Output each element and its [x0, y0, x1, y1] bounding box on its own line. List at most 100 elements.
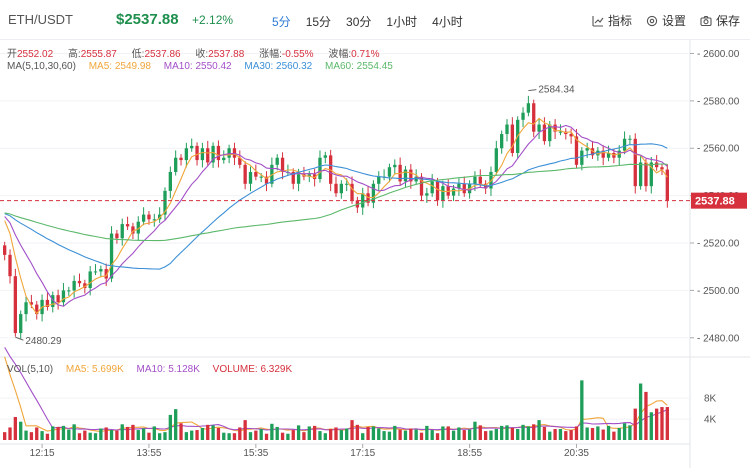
candle-body [51, 295, 55, 307]
current-price: $2537.88 [116, 11, 179, 28]
volume-bar [291, 430, 295, 440]
volume-bar [206, 424, 210, 440]
candle-body [179, 157, 183, 161]
volume-bar [109, 430, 114, 440]
candle-body [88, 271, 92, 289]
vol-ma10-value: MA10: 5.128K [136, 364, 200, 375]
symbol-label[interactable]: ETH/USDT [8, 12, 73, 27]
volume-bar [56, 426, 60, 440]
volume-bar [355, 424, 360, 440]
volume-bar [345, 428, 349, 440]
price-axis: - 2600.00- 2580.00- 2560.00- 2540.00- 25… [690, 49, 740, 426]
candle-body [532, 103, 536, 132]
volume-bar [665, 407, 669, 440]
volume-bar [232, 433, 237, 440]
candle-body [248, 171, 253, 184]
volume-bar [366, 426, 370, 440]
candle-body [77, 280, 82, 284]
change-value: -0.55% [281, 49, 314, 60]
time-tick-label: 20:35 [564, 448, 589, 459]
candle-body [644, 162, 648, 187]
candle-body [601, 150, 605, 158]
volume-bar [184, 432, 189, 440]
interval-tabs: 5分 15分 30分 1小时 4小时 [272, 13, 478, 30]
candle-body [61, 290, 66, 303]
ma60-line [4, 163, 668, 242]
volume-bar [88, 432, 92, 440]
candle-body [505, 124, 509, 135]
price-tick-label: - 2500.00 [697, 286, 740, 297]
indicator-label: 指标 [607, 14, 632, 28]
tab-4h[interactable]: 4小时 [432, 15, 463, 29]
tab-1h[interactable]: 1小时 [386, 15, 418, 29]
tab-15m[interactable]: 15分 [305, 15, 332, 29]
candle-body [83, 283, 87, 289]
volume-bar [510, 427, 515, 440]
candle-body [628, 138, 632, 140]
volume-bar [580, 380, 584, 440]
candle-body [211, 145, 215, 163]
tab-5m[interactable]: 5分 [272, 15, 291, 29]
candle-body [318, 157, 322, 180]
candle-body [350, 183, 354, 201]
volume-bar [414, 429, 418, 440]
volume-value: VOLUME: 6.329K [212, 364, 293, 375]
volume-bar [136, 430, 140, 440]
volume-bar [190, 430, 194, 440]
volume-bar [19, 421, 23, 440]
high-label: 高: [67, 49, 81, 60]
candle-body [152, 219, 156, 221]
volume-bar [179, 423, 183, 440]
candle-body [339, 183, 344, 194]
candle-body [195, 145, 199, 161]
save-button[interactable]: 保存 [700, 12, 740, 29]
tab-30m[interactable]: 30分 [346, 15, 372, 29]
settings-button[interactable]: 设置 [646, 12, 686, 29]
close-value: 2537.88 [208, 49, 245, 60]
volume-bar [270, 423, 274, 440]
indicator-button[interactable]: 指标 [592, 12, 632, 29]
price-change: +2.12% [192, 13, 234, 27]
volume-bar [526, 426, 531, 440]
volume-bar [29, 432, 34, 440]
volume-bar [259, 429, 263, 440]
candle-body [548, 124, 552, 142]
candle-body [243, 164, 247, 184]
candle-body [371, 183, 376, 203]
volume-bar [248, 432, 253, 440]
volume-bar [393, 425, 397, 440]
volume-bar [307, 426, 311, 440]
volume-bar [280, 432, 285, 440]
volume-bar [478, 425, 482, 440]
volume-bar [296, 425, 301, 440]
price-tick-label: - 2560.00 [697, 144, 740, 155]
volume-tick-label: 4K [704, 415, 717, 426]
camera-icon [700, 15, 712, 26]
change-label: 涨幅: [259, 49, 282, 60]
volume-bar [339, 430, 344, 440]
candle-body [435, 181, 440, 201]
volume-bar [238, 427, 242, 440]
ma30-value: MA30: 2560.32 [244, 61, 313, 72]
volume-bar [264, 433, 269, 440]
candle-body [526, 103, 531, 113]
candle-body [323, 155, 327, 158]
open-label: 开 [7, 49, 17, 60]
volume-bar [649, 412, 653, 440]
candle-body [254, 171, 258, 177]
candle-body [409, 169, 413, 182]
volume-bar [537, 420, 541, 440]
volume-bar [99, 428, 103, 440]
volume-bar [72, 424, 76, 440]
candle-body [120, 224, 124, 239]
ma30-line [4, 143, 668, 270]
volume-bar [532, 424, 536, 440]
candle-body [654, 162, 659, 168]
candle-body [163, 190, 167, 215]
moving-average-lines [4, 117, 668, 433]
volume-bar [83, 430, 87, 440]
chart-tools: 指标 设置 保存 [578, 12, 740, 29]
volume-bar [612, 431, 616, 440]
low-value: 2537.86 [144, 49, 181, 60]
